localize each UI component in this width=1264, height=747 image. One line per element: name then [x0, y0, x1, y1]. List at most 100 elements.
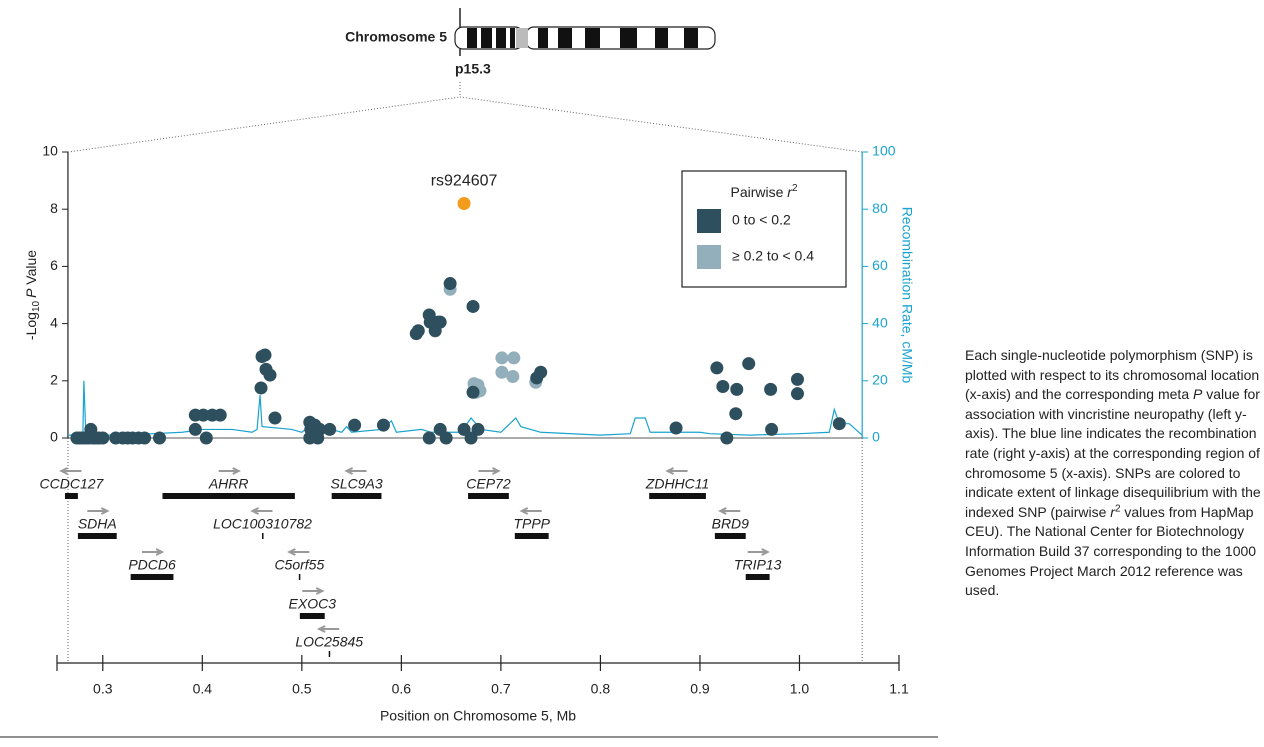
snp-point	[311, 432, 324, 445]
y-label-sub: 10	[31, 300, 42, 312]
band	[510, 28, 515, 48]
x-tick-label: 1.0	[790, 681, 810, 697]
gene-body	[262, 533, 264, 539]
snp-point	[729, 407, 742, 420]
gene-label: ZDHHC11	[645, 476, 710, 492]
snp-point	[833, 417, 846, 430]
gene-label: EXOC3	[289, 596, 337, 612]
legend-label: 0 to < 0.2	[732, 212, 791, 228]
chromosome-label: Chromosome 5	[345, 29, 447, 45]
gene-label: SLC9A3	[330, 476, 382, 492]
strand-arrow	[289, 549, 309, 555]
strand-arrow	[720, 508, 740, 514]
y2-tick-label: 40	[872, 314, 888, 330]
x-tick-label: 0.3	[93, 681, 113, 697]
y-tick-label: 4	[50, 314, 58, 330]
gene-label: PDCD6	[128, 557, 176, 573]
gene-body	[332, 493, 382, 499]
strand-arrow	[87, 508, 107, 514]
snp-point	[377, 419, 390, 432]
snp-point	[434, 316, 447, 329]
snp-point	[153, 432, 166, 445]
gene-label: LOC25845	[295, 634, 363, 650]
x-axis-label: Position on Chromosome 5, Mb	[380, 708, 576, 724]
snp-point	[412, 324, 425, 337]
snp-point	[259, 349, 272, 362]
y-label-suffix: Value	[23, 250, 39, 289]
band	[585, 28, 600, 48]
legend-title-sup: 2	[792, 183, 798, 194]
strand-arrow	[668, 468, 688, 474]
snp-point	[791, 387, 804, 400]
zoom-line	[460, 97, 862, 152]
gene-label: CCDC127	[40, 476, 105, 492]
x-tick-label: 0.6	[392, 681, 412, 697]
snp-point	[440, 432, 453, 445]
band	[558, 28, 572, 48]
y-tick-label: 8	[50, 200, 58, 216]
gene-body	[515, 533, 549, 539]
strand-arrow	[253, 508, 273, 514]
snp-point	[263, 369, 276, 382]
snp-point	[268, 411, 281, 424]
y-tick-label: 6	[50, 257, 58, 273]
caption-text: value for association with vincristine n…	[965, 386, 1261, 520]
gene-body	[746, 574, 770, 580]
strand-arrow	[478, 468, 498, 474]
band	[684, 28, 698, 48]
strand-arrow	[522, 508, 542, 514]
gene-label: CEP72	[466, 476, 511, 492]
ideogram: Chromosome 5 p15.3	[345, 8, 715, 97]
snp-point	[467, 386, 480, 399]
snp-point	[465, 432, 478, 445]
strand-arrow	[347, 468, 367, 474]
legend-swatch	[697, 209, 721, 233]
snp-point	[506, 370, 519, 383]
snp-point	[530, 371, 543, 384]
strand-arrow	[61, 468, 81, 474]
snp-point	[138, 432, 151, 445]
x-tick-label: 1.1	[889, 681, 909, 697]
strand-arrow	[142, 549, 162, 555]
gene-body	[162, 493, 294, 499]
y2-axis-label: Recombination Rate, cM/Mb	[899, 207, 915, 384]
gene-label: TPPP	[513, 516, 550, 532]
strand-arrow	[748, 549, 768, 555]
snp-point	[791, 373, 804, 386]
gene-body	[329, 651, 331, 657]
gene-label: C5orf55	[274, 557, 324, 573]
band	[538, 28, 548, 48]
legend-title-text: Pairwise	[730, 184, 783, 200]
gene-body	[65, 493, 78, 499]
page: Regional association plot {"chart_data":…	[0, 0, 1264, 747]
zoom-line	[68, 97, 460, 152]
x-tick-label: 0.4	[193, 681, 213, 697]
strand-arrow	[219, 468, 239, 474]
snp-point	[423, 432, 436, 445]
snp-point	[348, 419, 361, 432]
snp-point	[214, 409, 227, 422]
snp-point	[495, 351, 508, 364]
snp-point	[710, 361, 723, 374]
caption: Each single-nucleotide polymorphism (SNP…	[965, 346, 1264, 601]
band	[496, 28, 506, 48]
gene-label: LOC100310782	[213, 516, 312, 532]
snp-point	[96, 432, 109, 445]
x-tick-label: 0.5	[292, 681, 312, 697]
gene-body	[299, 574, 301, 580]
legend-swatch	[697, 245, 721, 269]
x-tick-label: 0.8	[591, 681, 611, 697]
legend-label: ≥ 0.2 to < 0.4	[732, 248, 814, 264]
index-snp	[458, 197, 471, 210]
page-body: Chromosome 5 p15.3 Pairwise r2 -Log10P V…	[0, 0, 1264, 747]
caption-text: P	[1193, 386, 1202, 402]
y2-tick-label: 100	[872, 143, 896, 159]
snp-point	[765, 423, 778, 436]
gene-body	[715, 533, 746, 539]
snp-point	[742, 357, 755, 370]
snp-point	[507, 351, 520, 364]
centromere	[516, 28, 528, 48]
snp-point	[467, 300, 480, 313]
band	[467, 28, 477, 48]
band	[481, 28, 492, 48]
